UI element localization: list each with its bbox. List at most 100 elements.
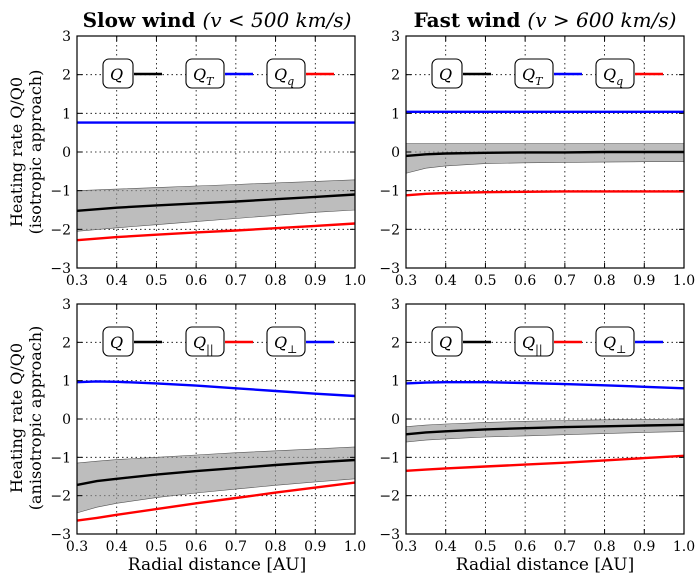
panel-fast-anisotropic: 0.3 0.4 0.5 0.6 0.7 0.8 0.9 1.0 −3 −2 −1 0 1 2 3 Q Q|| Q⊥	[379, 297, 695, 555]
y-tick-label: −2	[50, 489, 71, 505]
legend-box	[102, 326, 134, 357]
legend-box	[266, 326, 306, 357]
x-tick-label: 1.0	[673, 273, 695, 289]
y-tick-label: −3	[379, 261, 400, 277]
legend-entry-Q: Q	[431, 58, 491, 89]
series-line-Q	[405, 423, 685, 436]
series-line-Q	[76, 193, 356, 212]
y-tick-label: −1	[379, 450, 400, 466]
x-tick-label: 0.5	[145, 273, 167, 289]
x-tick-label: 0.5	[474, 539, 496, 555]
column-title-fast: Fast wind (v > 600 km/s)	[414, 8, 677, 32]
svg-text:Heating rate Q/Q0: Heating rate Q/Q0	[7, 77, 26, 227]
row-label-anisotropic: Heating rate Q/Q0 (anisotropic approach)	[7, 326, 45, 511]
y-tick-label: −2	[379, 222, 400, 238]
y-tick-label: −1	[50, 184, 71, 200]
legend-box	[514, 326, 554, 357]
legend-entry-Q-||: Q||	[185, 326, 253, 357]
x-tick-label: 0.8	[593, 539, 615, 555]
panel-fast-isotropic: 0.3 0.4 0.5 0.6 0.7 0.8 0.9 1.0 −3 −2 −1 0 1 2 3 Q QT Qq	[379, 29, 695, 289]
svg-text:(isotropic approach): (isotropic approach)	[26, 70, 45, 235]
legend-label: Q	[439, 333, 452, 352]
y-tick-label: −3	[379, 527, 400, 543]
x-tick-label: 0.8	[264, 273, 286, 289]
y-tick-label: −3	[50, 527, 71, 543]
x-tick-label: 0.6	[185, 273, 207, 289]
x-tick-label: 0.7	[554, 539, 576, 555]
x-tick-label: 0.6	[185, 539, 207, 555]
y-tick-label: 2	[62, 68, 71, 84]
y-tick-label: 1	[62, 374, 71, 390]
legend-label: Q	[110, 65, 123, 84]
x-tick-label: 0.3	[66, 273, 88, 289]
series-line-Q-||	[405, 454, 685, 472]
series-line-Q-⊥	[76, 380, 356, 398]
y-tick-label: 1	[391, 106, 400, 122]
x-tick-label: 0.4	[106, 273, 128, 289]
legend-box	[431, 326, 463, 357]
legend-box	[514, 58, 554, 89]
uncertainty-band	[76, 179, 356, 232]
legend-entry-Q-⊥: Q⊥	[595, 326, 663, 357]
legend-entry-Q-⊥: Q⊥	[266, 326, 334, 357]
x-tick-label: 0.7	[225, 539, 247, 555]
y-tick-label: −1	[50, 450, 71, 466]
y-tick-label: 3	[62, 297, 71, 313]
x-tick-label: 0.7	[225, 273, 247, 289]
x-tick-label: 0.9	[633, 273, 655, 289]
legend-label: Q	[439, 65, 452, 84]
x-tick-label: 0.8	[264, 539, 286, 555]
legend-entry-Q: Q	[102, 326, 162, 357]
legend-box	[431, 58, 463, 89]
legend-box	[266, 58, 306, 89]
legend-box	[185, 326, 225, 357]
y-tick-label: −2	[379, 489, 400, 505]
uncertainty-band	[405, 143, 685, 174]
x-tick-label: 0.7	[554, 273, 576, 289]
legend-entry-Q: Q	[102, 58, 162, 89]
panel-slow-anisotropic: 0.3 0.4 0.5 0.6 0.7 0.8 0.9 1.0 −3 −2 −1 0 1 2 3 Q Q|| Q⊥	[50, 297, 366, 555]
x-tick-label: 0.9	[633, 539, 655, 555]
series-line-Q	[76, 458, 356, 487]
y-tick-label: 0	[62, 145, 71, 161]
x-tick-label: 1.0	[673, 539, 695, 555]
svg-text:(anisotropic approach): (anisotropic approach)	[26, 326, 45, 511]
legend-entry-Q-T: QT	[185, 58, 253, 89]
x-tick-label: 0.6	[514, 273, 536, 289]
x-tick-label: 1.0	[344, 539, 366, 555]
series-line-Q	[405, 150, 684, 158]
panel-slow-isotropic: 0.3 0.4 0.5 0.6 0.7 0.8 0.9 1.0 −3 −2 −1 0 1 2 3 Q QT Qq	[50, 29, 366, 289]
x-tick-label: 0.3	[395, 273, 417, 289]
y-tick-label: 2	[62, 335, 71, 351]
y-tick-label: 2	[391, 335, 400, 351]
y-tick-label: 0	[391, 145, 400, 161]
x-tick-label: 0.8	[593, 273, 615, 289]
y-tick-label: −1	[379, 184, 400, 200]
x-tick-label: 0.3	[66, 539, 88, 555]
x-tick-label: 0.9	[304, 273, 326, 289]
x-tick-label: 1.0	[344, 273, 366, 289]
series-line-Q-⊥	[405, 381, 685, 390]
legend-label: Q	[110, 333, 123, 352]
series-line-Q-q	[76, 222, 356, 242]
legend-box	[185, 58, 225, 89]
y-tick-label: 3	[391, 29, 400, 45]
column-title-slow: Slow wind (v < 500 km/s)	[83, 8, 352, 32]
x-tick-label: 0.4	[106, 539, 128, 555]
uncertainty-band	[76, 446, 356, 514]
legend-box	[102, 58, 134, 89]
legend-entry-Q-T: QT	[514, 58, 582, 89]
x-tick-label: 0.6	[514, 539, 536, 555]
y-tick-label: 3	[62, 29, 71, 45]
x-tick-label: 0.5	[145, 539, 167, 555]
y-tick-label: 0	[391, 412, 400, 428]
series-line-Q-||	[76, 481, 356, 522]
y-tick-label: 3	[391, 297, 400, 313]
y-tick-label: 0	[62, 412, 71, 428]
y-tick-label: 1	[391, 374, 400, 390]
legend-entry-Q-q: Qq	[266, 58, 334, 89]
y-tick-label: −2	[50, 222, 71, 238]
x-tick-label: 0.9	[304, 539, 326, 555]
y-tick-label: −3	[50, 261, 71, 277]
